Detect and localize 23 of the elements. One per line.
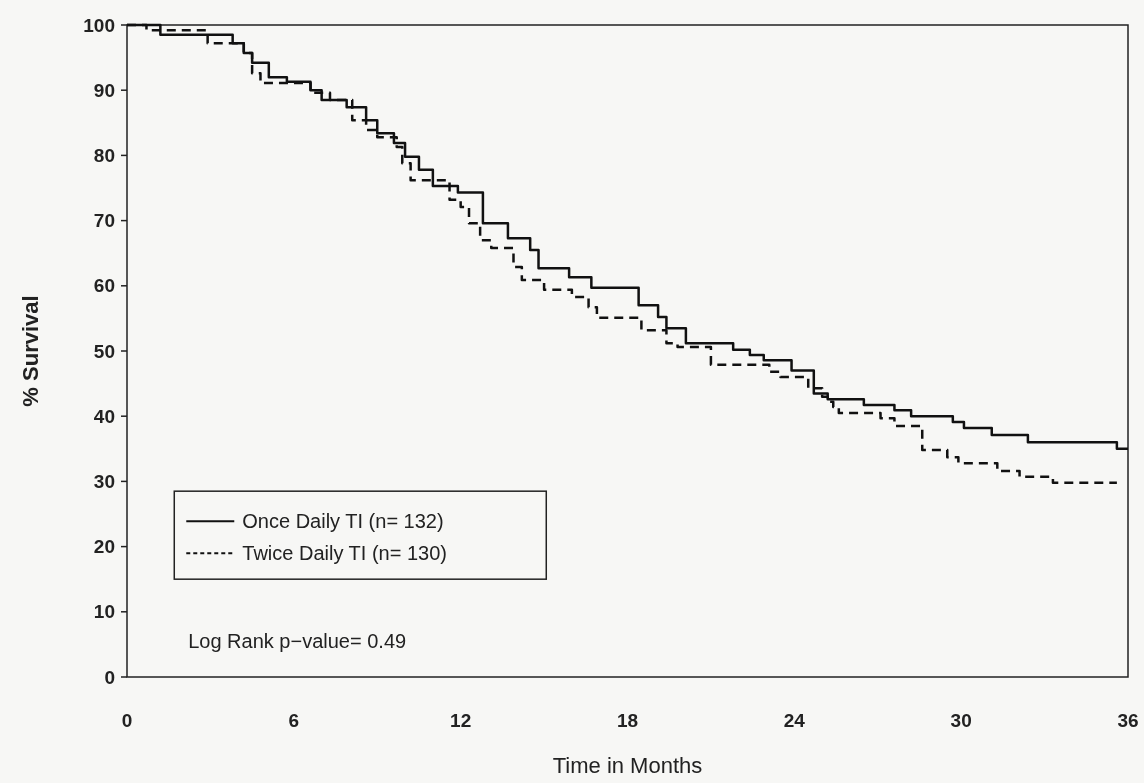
x-axis-title: Time in Months xyxy=(552,753,703,778)
x-tick-label: 6 xyxy=(288,710,300,731)
y-tick-label: 30 xyxy=(93,471,115,493)
x-tick-label: 36 xyxy=(1117,710,1139,731)
y-tick-label: 10 xyxy=(93,601,115,623)
legend-label: Once Daily TI (n= 132) xyxy=(242,510,444,533)
x-tick-label: 12 xyxy=(450,710,472,731)
x-tick-label: 18 xyxy=(616,710,639,731)
y-tick-label: 60 xyxy=(93,275,115,297)
y-tick-label: 0 xyxy=(104,666,115,688)
y-tick-label: 70 xyxy=(93,210,115,232)
y-tick-label: 50 xyxy=(93,340,115,362)
x-tick-label: 30 xyxy=(950,710,972,731)
y-tick-label: 100 xyxy=(83,14,115,36)
y-axis-title: % Survival xyxy=(18,295,43,407)
y-tick-label: 80 xyxy=(93,145,115,167)
legend-label: Twice Daily TI (n= 130) xyxy=(242,542,447,565)
x-tick-label: 24 xyxy=(783,710,806,731)
y-tick-label: 20 xyxy=(93,536,115,558)
y-tick-label: 40 xyxy=(93,405,115,427)
x-tick-label: 0 xyxy=(121,710,133,731)
y-tick-label: 90 xyxy=(93,79,115,101)
annotation: Log Rank p−value= 0.49 xyxy=(188,629,407,652)
